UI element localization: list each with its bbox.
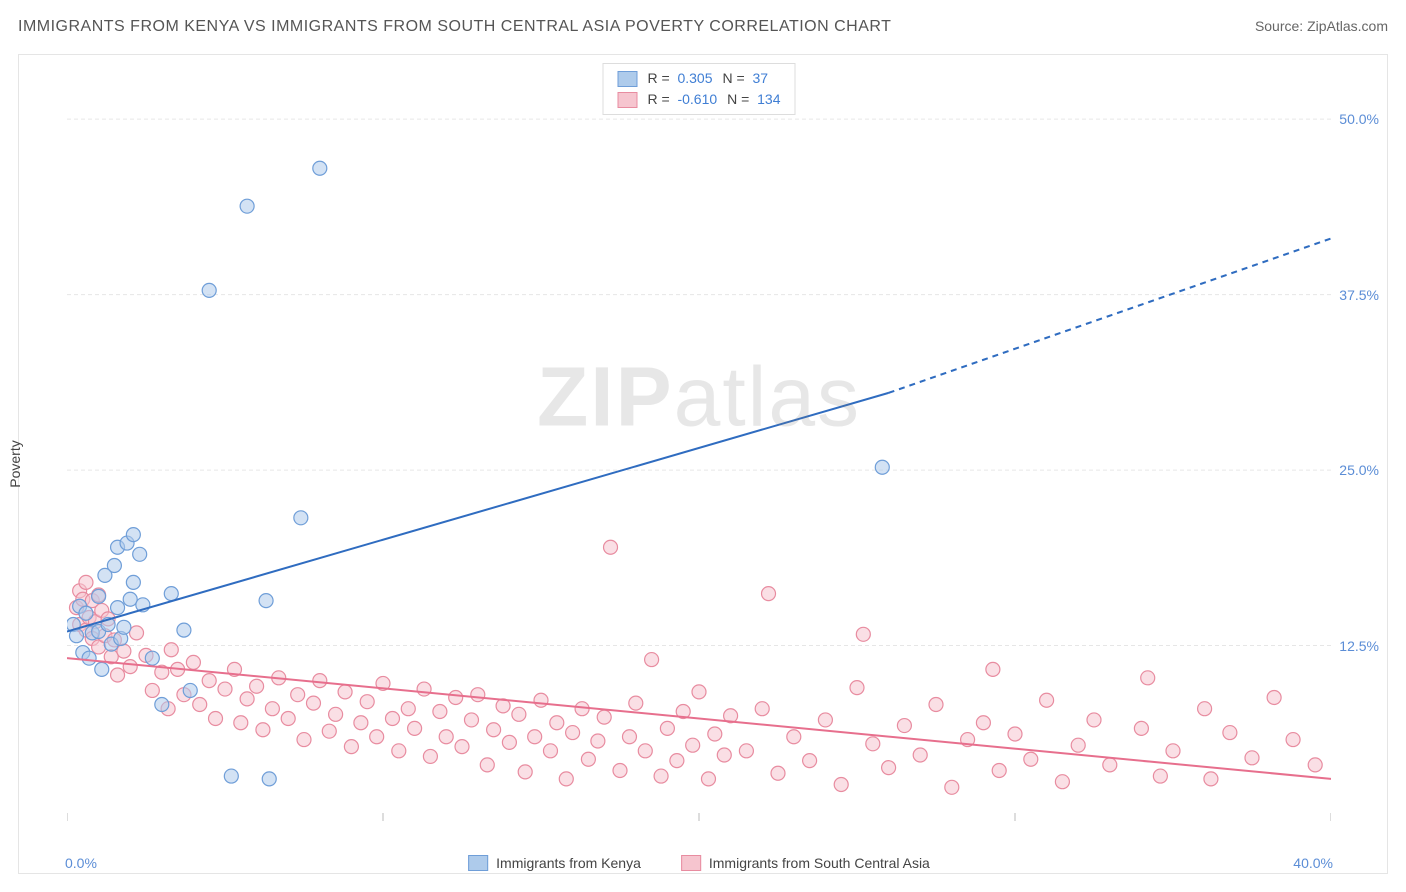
legend-item: Immigrants from South Central Asia bbox=[681, 855, 930, 871]
n-stat: N = 134 bbox=[727, 89, 780, 110]
source-label: Source: ZipAtlas.com bbox=[1255, 18, 1388, 34]
stats-row: R = -0.610 N = 134 bbox=[618, 89, 781, 110]
r-stat: R = -0.610 bbox=[648, 89, 718, 110]
stats-legend: R = 0.305 N = 37R = -0.610 N = 134 bbox=[603, 63, 796, 115]
plot-area: ZIPatlas 12.5%25.0%37.5%50.0% 0.0% 40.0%… bbox=[67, 63, 1331, 821]
series-legend: Immigrants from Kenya Immigrants from Sou… bbox=[468, 855, 930, 871]
y-tick-label: 37.5% bbox=[1339, 287, 1379, 303]
legend-label: Immigrants from South Central Asia bbox=[709, 855, 930, 871]
x-tick-min: 0.0% bbox=[65, 855, 97, 871]
legend-label: Immigrants from Kenya bbox=[496, 855, 641, 871]
legend-swatch bbox=[618, 92, 638, 108]
legend-item: Immigrants from Kenya bbox=[468, 855, 641, 871]
legend-swatch bbox=[681, 855, 701, 871]
stats-row: R = 0.305 N = 37 bbox=[618, 68, 781, 89]
y-tick-label: 12.5% bbox=[1339, 638, 1379, 654]
scatter-chart bbox=[67, 63, 1331, 821]
r-stat: R = 0.305 bbox=[648, 68, 713, 89]
n-stat: N = 37 bbox=[723, 68, 769, 89]
y-tick-label: 25.0% bbox=[1339, 462, 1379, 478]
legend-swatch bbox=[618, 71, 638, 87]
chart-container: Poverty ZIPatlas 12.5%25.0%37.5%50.0% 0.… bbox=[18, 54, 1388, 874]
legend-swatch bbox=[468, 855, 488, 871]
header: IMMIGRANTS FROM KENYA VS IMMIGRANTS FROM… bbox=[18, 18, 1388, 36]
chart-title: IMMIGRANTS FROM KENYA VS IMMIGRANTS FROM… bbox=[18, 18, 891, 36]
y-tick-label: 50.0% bbox=[1339, 111, 1379, 127]
y-axis-label: Poverty bbox=[7, 440, 23, 487]
x-tick-max: 40.0% bbox=[1293, 855, 1333, 871]
